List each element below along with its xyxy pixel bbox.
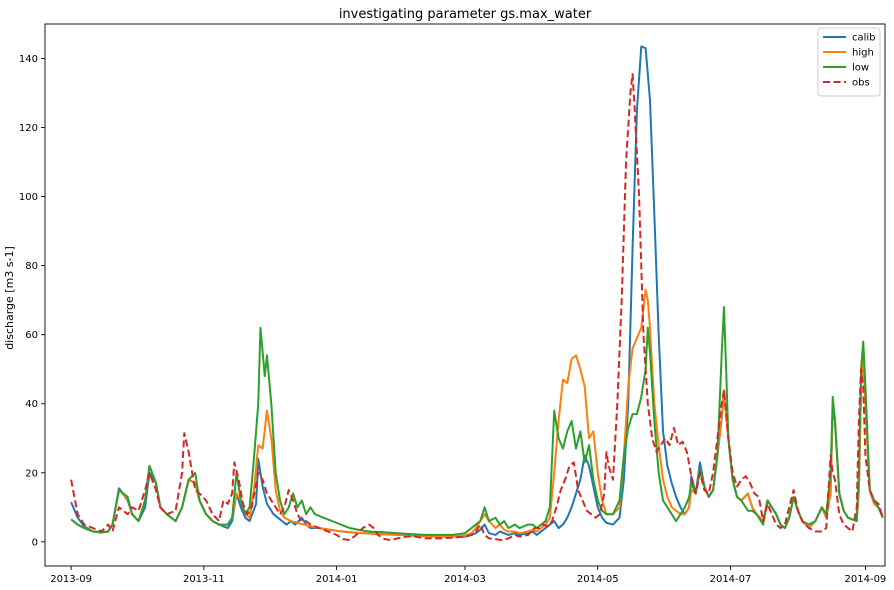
x-tick-label: 2014-03 bbox=[444, 574, 486, 585]
y-tick-label: 40 bbox=[25, 399, 38, 410]
legend-label-high: high bbox=[852, 48, 874, 59]
series-line-calib bbox=[70, 45, 884, 538]
series-line-high bbox=[70, 288, 884, 538]
y-tick-label: 120 bbox=[19, 123, 38, 134]
y-axis-label: discharge [m3 s-1] bbox=[3, 246, 16, 350]
legend-box bbox=[817, 27, 881, 97]
y-tick-label: 100 bbox=[19, 192, 38, 203]
series-lines bbox=[70, 45, 884, 542]
legend: calib high low obs bbox=[817, 27, 881, 97]
y-tick-label: 140 bbox=[19, 54, 38, 65]
y-tick-label: 80 bbox=[25, 261, 38, 272]
x-tick-label: 2013-09 bbox=[50, 574, 92, 585]
x-tick-label: 2014-01 bbox=[316, 574, 358, 585]
y-tick-label: 20 bbox=[25, 468, 38, 479]
y-tick-label: 60 bbox=[25, 330, 38, 341]
chart-title: investigating parameter gs.max_water bbox=[339, 7, 592, 22]
axis-ticks: 2013-09 2013-11 2014-01 2014-03 2014-05 2014-… bbox=[19, 54, 886, 585]
x-tick-label: 2014-09 bbox=[845, 574, 887, 585]
x-tick-label: 2013-11 bbox=[183, 574, 225, 585]
legend-label-obs: obs bbox=[852, 78, 870, 89]
legend-label-calib: calib bbox=[852, 33, 876, 44]
x-tick-label: 2014-07 bbox=[710, 574, 752, 585]
y-tick-label: 0 bbox=[32, 537, 38, 548]
plot-frame bbox=[44, 23, 886, 567]
series-line-low bbox=[70, 306, 884, 536]
x-tick-label: 2014-05 bbox=[577, 574, 619, 585]
legend-label-low: low bbox=[852, 63, 869, 74]
series-line-obs bbox=[70, 73, 884, 542]
